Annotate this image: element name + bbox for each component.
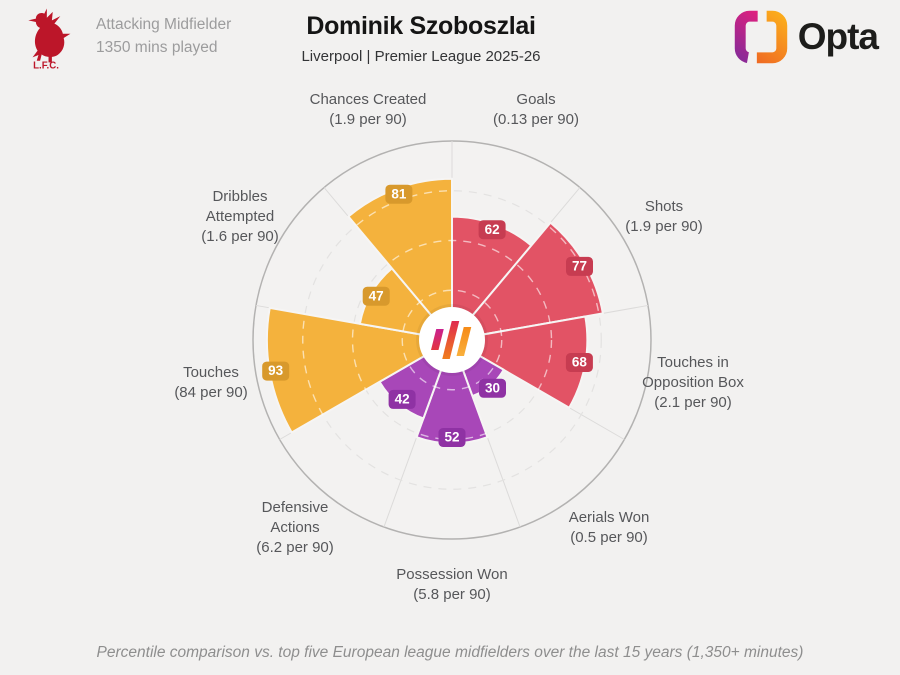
opta-icon (734, 10, 787, 64)
value-badge-chances-created: 81 (385, 184, 413, 204)
axis-label-aerials-won: Aerials Won (0.5 per 90) (568, 508, 650, 546)
value-badge-touches-in-opposition-box: 68 (565, 353, 593, 372)
lfc-abbr-text: L.F.C. (33, 60, 59, 70)
axis-label-defensive-actions: Defensive Actions (6.2 per 90) (256, 498, 334, 557)
player-minutes: 1350 mins played (96, 39, 218, 57)
footnote-caption: Percentile comparison vs. top five Europ… (96, 644, 804, 661)
svg-text:77: 77 (572, 258, 587, 273)
value-badge-dribbles-attempted: 47 (362, 286, 390, 306)
player-position: Attacking Midfielder (96, 16, 232, 33)
axis-label-touches-in-opposition-box: Touches in Opposition Box (2.1 per 90) (642, 353, 744, 412)
liver-bird-icon (28, 8, 71, 63)
value-badge-shots: 77 (566, 256, 593, 276)
axis-label-shots: Shots (1.9 per 90) (625, 197, 703, 235)
page-subtitle: Liverpool | Premier League 2025-26 (301, 48, 541, 65)
svg-text:93: 93 (268, 363, 284, 378)
axis-label-possession-won: Possession Won (5.8 per 90) (396, 565, 508, 603)
opta-analyst-logo-icon (431, 321, 472, 359)
svg-text:68: 68 (572, 355, 588, 370)
value-badge-goals: 62 (478, 220, 506, 240)
opta-wordmark: Opta (797, 16, 879, 57)
gridline-overlay-25 (401, 289, 503, 391)
value-badge-aerials-won: 30 (479, 378, 506, 398)
svg-text:30: 30 (485, 380, 500, 395)
axis-label-chances-created: Chances Created (1.9 per 90) (309, 90, 427, 128)
svg-text:42: 42 (395, 391, 410, 406)
value-badge-defensive-actions: 42 (388, 389, 416, 409)
lfc-crest-logo: L.F.C. (28, 8, 71, 70)
axis-label-goals: Goals (0.13 per 90) (493, 90, 579, 128)
axis-label-touches: Touches (84 per 90) (174, 363, 248, 401)
page-title: Dominik Szoboszlai (306, 12, 536, 40)
svg-text:81: 81 (391, 186, 407, 201)
player-meta: Attacking Midfielder 1350 mins played (96, 13, 231, 60)
title-block: Dominik Szoboszlai Liverpool | Premier L… (301, 12, 540, 65)
svg-text:52: 52 (444, 430, 459, 445)
value-badge-possession-won: 52 (438, 428, 466, 447)
axis-label-dribbles-attempted: Dribbles Attempted (1.6 per 90) (201, 187, 279, 246)
svg-text:62: 62 (485, 222, 500, 237)
svg-text:47: 47 (369, 288, 384, 303)
opta-brand: Opta (734, 10, 879, 64)
value-badge-touches: 93 (262, 361, 290, 381)
